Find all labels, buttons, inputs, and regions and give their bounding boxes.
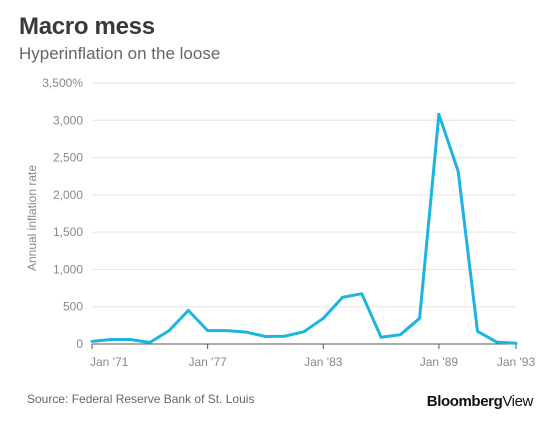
series-line (90, 112, 518, 345)
chart-title: Macro mess (19, 13, 155, 40)
x-tick-label: Jan '83 (304, 355, 343, 369)
y-tick-labels: 0 500 1,000 1,500 2,000 2,500 3,000 3,500% (42, 76, 83, 351)
y-tick-label: 0 (76, 337, 83, 351)
x-tick-label: Jan '77 (188, 355, 227, 369)
y-tick-label: 3,500% (42, 76, 83, 90)
x-tick-labels: Jan '71 Jan '77 Jan '83 Jan '89 Jan '93 (90, 344, 535, 369)
y-axis-label: Annual inflation rate (25, 165, 39, 271)
data-series (90, 112, 518, 345)
y-tick-label: 1,500 (53, 225, 83, 239)
brand-suffix: View (502, 393, 533, 410)
brand-main: Bloomberg (426, 393, 503, 410)
y-tick-label: 3,000 (53, 113, 83, 127)
x-tick-label: Jan '89 (420, 355, 459, 369)
y-tick-label: 1,000 (53, 262, 83, 276)
bloomberg-view-logo: BloombergView (426, 393, 534, 410)
x-tick-label: Jan '71 (90, 355, 129, 369)
x-tick-label: Jan '93 (497, 355, 536, 369)
gridlines (92, 82, 516, 308)
chart-subtitle: Hyperinflation on the loose (19, 44, 221, 63)
y-tick-label: 2,000 (53, 188, 83, 202)
y-tick-label: 2,500 (53, 151, 83, 165)
source-note: Source: Federal Reserve Bank of St. Loui… (27, 392, 255, 406)
y-tick-label: 500 (63, 300, 83, 314)
